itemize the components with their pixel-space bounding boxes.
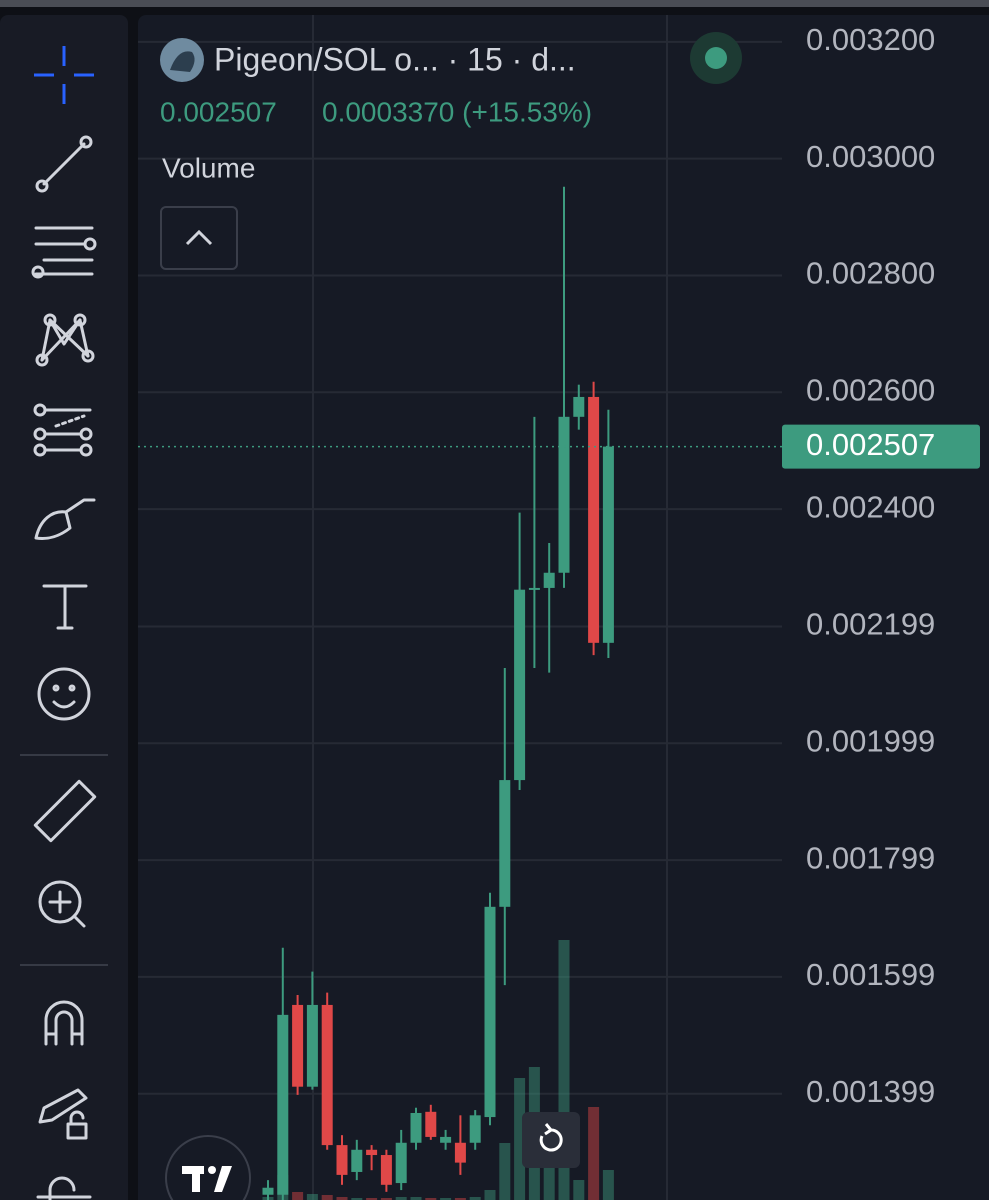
volume-bar xyxy=(380,1198,392,1200)
volume-bar xyxy=(395,1197,407,1200)
top-strip xyxy=(0,0,989,7)
ruler-tool[interactable] xyxy=(33,779,97,843)
volume-bar xyxy=(336,1197,348,1200)
emoji-tool[interactable] xyxy=(37,667,91,721)
reset-button[interactable] xyxy=(522,1112,580,1168)
candle-body xyxy=(351,1149,363,1172)
last-price-badge xyxy=(782,424,980,469)
volume-bar xyxy=(499,1143,511,1200)
collapse-button[interactable] xyxy=(160,206,238,270)
last-price: 0.002507 xyxy=(160,96,277,127)
candle-body xyxy=(425,1111,437,1137)
candle-body xyxy=(543,572,555,588)
volume-bar xyxy=(351,1198,363,1200)
price-change: 0.0003370 (+15.53%) xyxy=(322,96,592,127)
candle-body xyxy=(588,396,600,643)
candle-body xyxy=(602,446,614,643)
pattern-tool[interactable] xyxy=(35,313,95,367)
y-tick-label: 0.001399 xyxy=(806,1074,935,1109)
text-tool[interactable] xyxy=(42,584,88,630)
zoom-tool[interactable] xyxy=(38,880,86,928)
crosshair-tool[interactable] xyxy=(34,46,94,104)
candle-body xyxy=(292,1004,304,1087)
lock-tool[interactable] xyxy=(36,1176,92,1200)
brush-tool[interactable] xyxy=(34,498,96,540)
grid xyxy=(138,40,782,1095)
volume-bar xyxy=(588,1107,600,1200)
chart-panel xyxy=(138,15,989,1200)
candle-body xyxy=(262,1187,274,1195)
tradingview-logo[interactable] xyxy=(165,1135,251,1200)
y-tick-label: 0.001799 xyxy=(806,840,935,875)
volume-bar xyxy=(306,1194,318,1200)
volume-bar xyxy=(514,1078,526,1200)
candle-body xyxy=(573,396,585,417)
candle-body xyxy=(440,1136,452,1143)
volume-bar xyxy=(366,1198,378,1200)
candle-body xyxy=(469,1115,481,1143)
symbol-title[interactable]: Pigeon/SOL o... · 15 · d... xyxy=(214,41,576,77)
candle-body xyxy=(499,780,511,907)
magnet-tool[interactable] xyxy=(44,1000,84,1046)
volume-bar xyxy=(425,1198,437,1200)
y-tick-label: 0.002400 xyxy=(806,489,935,524)
forecast-tool[interactable] xyxy=(33,403,93,457)
candle-body xyxy=(454,1142,466,1163)
y-tick-label: 0.001599 xyxy=(806,957,935,992)
candle-body xyxy=(528,587,540,590)
indicator-label: Volume xyxy=(162,152,255,183)
candle-body xyxy=(410,1112,422,1143)
candle-body xyxy=(321,1004,333,1146)
volume-bar xyxy=(454,1198,466,1200)
y-tick-label: 0.003200 xyxy=(806,22,935,57)
candle-body xyxy=(277,1014,289,1195)
volume-bar xyxy=(440,1198,452,1200)
candle-body xyxy=(306,1004,318,1087)
fib-tool[interactable] xyxy=(31,226,97,279)
trend-line-tool[interactable] xyxy=(35,135,93,193)
y-tick-label: 0.002199 xyxy=(806,607,935,642)
candle-body xyxy=(514,589,526,781)
volume-bar xyxy=(543,1160,555,1200)
volume-bar xyxy=(292,1192,304,1200)
volume-bar xyxy=(602,1170,614,1200)
y-tick-label: 0.002800 xyxy=(806,256,935,291)
volume-bar xyxy=(573,1180,585,1200)
candle-body xyxy=(366,1149,378,1156)
last-price-label: 0.002507 xyxy=(806,427,935,462)
y-tick-label: 0.003000 xyxy=(806,139,935,174)
volume-bar xyxy=(558,940,570,1200)
volume-bar xyxy=(484,1190,496,1200)
candle-body xyxy=(336,1145,348,1175)
volume-bar xyxy=(469,1197,481,1200)
y-tick-label: 0.001999 xyxy=(806,723,935,758)
lock-drawing-tool[interactable] xyxy=(38,1088,88,1140)
candle-body xyxy=(484,906,496,1118)
pigeon-icon xyxy=(170,51,195,72)
y-tick-label: 0.002600 xyxy=(806,372,935,407)
candle-body xyxy=(558,416,570,573)
volume-bar xyxy=(321,1195,333,1200)
candle-body xyxy=(380,1155,392,1185)
candle-body xyxy=(395,1142,407,1184)
status-dot xyxy=(705,47,727,69)
volume-bar xyxy=(410,1197,422,1200)
